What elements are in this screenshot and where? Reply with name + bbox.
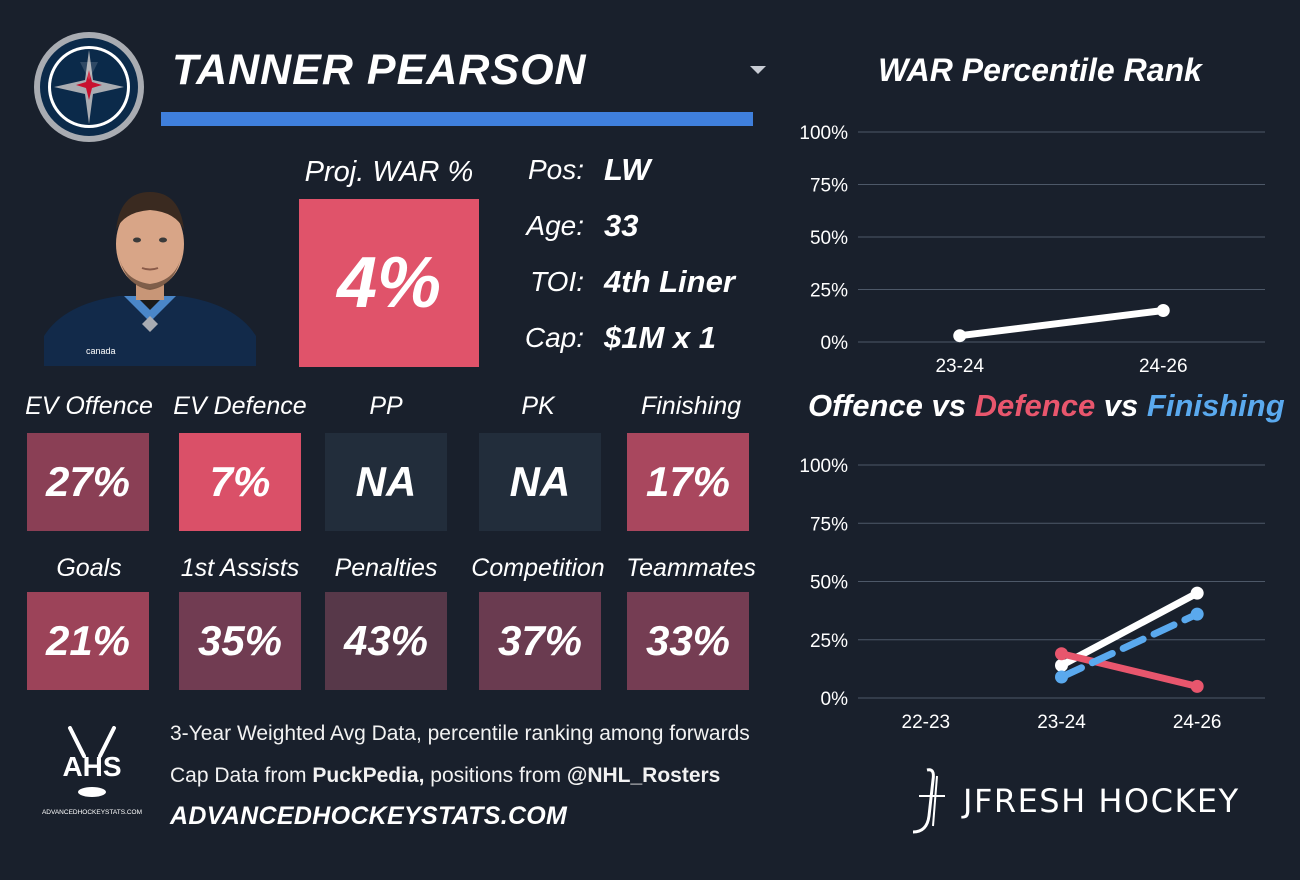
player-name: TANNER PEARSON — [172, 46, 587, 94]
stat-box-finishing: 17% — [627, 433, 749, 531]
series-line — [1058, 610, 1201, 681]
y-tick-label: 50% — [810, 573, 848, 594]
proj-war-box: 4% — [299, 199, 479, 367]
stat-label-pp: PP — [369, 392, 403, 420]
stat-label-1st-assists: 1st Assists — [180, 554, 300, 582]
stat-box-ev-defence: 7% — [179, 433, 301, 531]
ahs-logo: AHS ADVANCEDHOCKEYSTATS.COM — [40, 726, 144, 820]
footer-source-puckpedia[interactable]: PuckPedia, — [312, 764, 425, 787]
data-point — [1190, 586, 1204, 600]
pos-label: Pos: — [527, 154, 584, 185]
data-point — [1055, 658, 1068, 672]
stat-label-finishing: Finishing — [640, 392, 742, 420]
war-percentile-chart: 0% 25% 50% 75% 100% 23-24 24-26 — [790, 110, 1280, 390]
stat-label-ev-defence: EV Defence — [173, 392, 307, 420]
war-chart-title: WAR Percentile Rank — [878, 52, 1202, 88]
data-point — [1055, 670, 1068, 684]
data-point — [953, 329, 967, 343]
series-line — [1058, 650, 1201, 690]
stat-box-1st-assists: 35% — [179, 592, 301, 690]
toi-value: 4th Liner — [604, 264, 735, 299]
y-tick-label: 0% — [821, 689, 849, 710]
title-defence: Defence — [974, 388, 1096, 423]
stat-box-teammates: 33% — [627, 592, 749, 690]
stat-box-competition: 37% — [479, 592, 601, 690]
y-tick-label: 75% — [810, 514, 848, 535]
footer-site-link[interactable]: ADVANCEDHOCKEYSTATS.COM — [170, 802, 568, 830]
y-tick-label: 50% — [810, 228, 848, 249]
chart-svg: 0% 25% 50% 75% 100% 23-24 24-26 — [799, 123, 1265, 377]
offence-defence-finishing-chart: 0% 25% 50% 75% 100% 22-23 23-24 24-26 — [790, 445, 1280, 745]
data-point — [1156, 304, 1170, 317]
x-tick-label: 24-26 — [1139, 356, 1188, 377]
data-point — [1190, 607, 1204, 621]
toi-label: TOI: — [530, 266, 584, 297]
data-point — [1190, 679, 1204, 693]
stat-label-goals: Goals — [56, 554, 122, 582]
team-logo — [32, 30, 146, 144]
chart-svg: 0% 25% 50% 75% 100% 22-23 23-24 24-26 — [799, 456, 1265, 733]
x-tick-label: 23-24 — [935, 356, 984, 377]
name-underline — [161, 112, 753, 126]
chevron-down-icon[interactable] — [750, 66, 766, 74]
jersey-text: canada — [86, 346, 116, 356]
pos-value: LW — [604, 152, 651, 187]
title-vs-1: vs — [922, 388, 975, 423]
x-tick-label: 24-26 — [1173, 712, 1222, 733]
ahs-logo-text: AHS — [62, 751, 121, 782]
data-point — [1055, 647, 1068, 661]
y-tick-label: 25% — [810, 281, 848, 302]
x-tick-label: 22-23 — [902, 712, 951, 733]
player-headshot: canada — [44, 186, 256, 366]
series-line — [956, 307, 1167, 340]
footer-source-nhl-rosters[interactable]: @NHL_Rosters — [566, 764, 721, 787]
proj-war-value: 4% — [336, 243, 442, 323]
comparison-chart-title: Offence vs Defence vs Finishing — [808, 388, 1285, 424]
cap-label: Cap: — [524, 322, 584, 353]
title-vs-2: vs — [1095, 388, 1147, 423]
stat-label-penalties: Penalties — [334, 554, 438, 582]
jfresh-hockey-logo: JFRESH HOCKEY — [905, 766, 1285, 838]
y-tick-label: 75% — [810, 176, 848, 197]
y-tick-label: 25% — [810, 631, 848, 652]
stat-label-ev-offence: EV Offence — [25, 392, 153, 420]
jfresh-logo-text: JFRESH HOCKEY — [961, 782, 1240, 820]
x-tick-label: 23-24 — [1037, 712, 1086, 733]
stat-box-penalties: 43% — [325, 592, 447, 690]
y-tick-label: 100% — [799, 123, 848, 144]
stat-label-pk: PK — [521, 392, 555, 420]
stat-box-pk: NA — [479, 433, 601, 531]
y-tick-label: 100% — [799, 456, 848, 477]
age-value: 33 — [604, 208, 639, 243]
stat-box-goals: 21% — [27, 592, 149, 690]
stat-label-teammates: Teammates — [626, 554, 756, 582]
cap-value: $1M x 1 — [604, 320, 717, 355]
footer-line-1: 3-Year Weighted Avg Data, percentile ran… — [170, 722, 750, 745]
stat-box-pp: NA — [325, 433, 447, 531]
footer-line-2-mid: positions from — [424, 764, 567, 787]
footer-line-2-prefix: Cap Data from — [170, 764, 313, 787]
series-line — [1058, 589, 1201, 669]
title-offence: Offence — [808, 388, 923, 423]
stat-label-competition: Competition — [471, 554, 605, 582]
title-finishing: Finishing — [1146, 388, 1285, 423]
age-label: Age: — [526, 210, 584, 241]
y-tick-label: 0% — [821, 333, 849, 354]
proj-war-label: Proj. WAR % — [304, 156, 474, 188]
stat-box-ev-offence: 27% — [27, 433, 149, 531]
ahs-logo-small-text: ADVANCEDHOCKEYSTATS.COM — [42, 809, 142, 816]
footer-line-2: Cap Data from PuckPedia, positions from … — [170, 764, 720, 788]
